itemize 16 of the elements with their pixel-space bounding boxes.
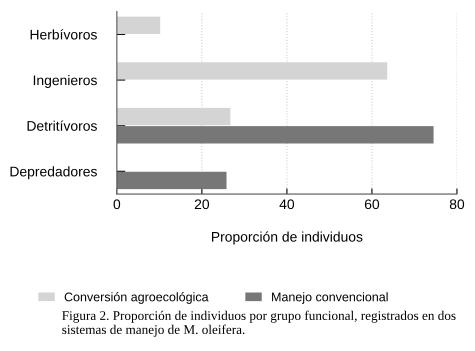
y-tick-label: Detritívoros [28,120,97,131]
y-tick-label: Herbívoros [30,29,97,40]
x-tick-label: 0 [114,199,120,210]
x-tick-label: 60 [364,199,380,210]
x-axis-title: Proporción de individuos [212,231,362,244]
x-tick-label: 20 [194,199,210,210]
y-tick-label: Ingenieros [34,74,97,88]
bar [116,126,434,144]
x-tick-label: 40 [279,199,294,210]
bar [116,172,227,190]
y-tick-label: Depredadores [10,166,97,180]
bar [116,16,160,34]
x-tick-label: 80 [450,199,464,210]
legend-label: Conversión agroecológica [64,292,209,304]
text: Figura 2. Proporción de individuos por grupo funcional, registrados en dos sistemas de manejo de M. oleifera. [62,310,456,337]
legend-label: Manejo convencional [272,292,388,304]
